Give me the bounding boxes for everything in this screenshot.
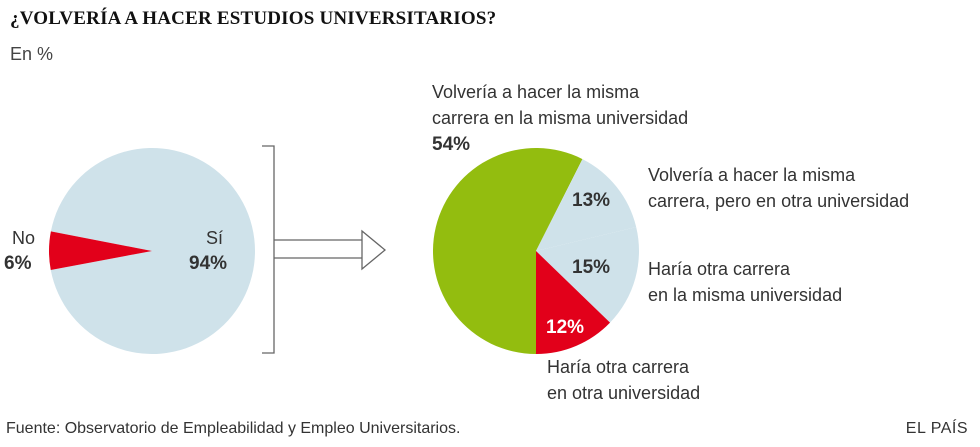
brand-logo: EL PAÍS bbox=[905, 420, 968, 437]
pie-2 bbox=[432, 147, 639, 354]
pie1-no-pct: 6% bbox=[4, 253, 32, 274]
pie2-label-3-line1: Haría otra carrera bbox=[648, 259, 791, 279]
chart-title: ¿VOLVERÍA A HACER ESTUDIOS UNIVERSITARIO… bbox=[10, 8, 497, 29]
pie1-slice-si bbox=[50, 147, 256, 354]
pie2-slice-otra-carrera-otra-uni bbox=[536, 251, 611, 354]
pie2-label-4-line1: Haría otra carrera bbox=[547, 357, 690, 377]
pie2-pct-1: 54% bbox=[432, 134, 470, 155]
pie-1 bbox=[49, 147, 256, 354]
pie2-slice-misma-carrera-otra-uni bbox=[536, 159, 637, 251]
pie2-label-1-line1: Volvería a hacer la misma bbox=[432, 82, 640, 102]
pie2-label-2-line2: carrera, pero en otra universidad bbox=[648, 191, 909, 211]
pie1-si-pct: 94% bbox=[189, 253, 227, 274]
pie1-si-label: Sí bbox=[206, 228, 223, 248]
pie2-label-4-line2: en otra universidad bbox=[547, 383, 700, 403]
pie2-label-3-line2: en la misma universidad bbox=[648, 285, 842, 305]
pie2-pct-2: 13% bbox=[572, 190, 610, 211]
pie1-no-label: No bbox=[12, 228, 35, 248]
pie2-pct-4: 12% bbox=[546, 317, 584, 338]
pie2-pct-3: 15% bbox=[572, 257, 610, 278]
pie2-label-1-line2: carrera en la misma universidad bbox=[432, 108, 688, 128]
pie2-slice-misma-carrera-misma-uni bbox=[432, 147, 583, 354]
source-note: Fuente: Observatorio de Empleabilidad y … bbox=[6, 420, 461, 437]
bracket-connector bbox=[262, 145, 387, 354]
pie1-slice-no bbox=[49, 231, 152, 270]
pie2-slice-otra-carrera-misma-uni bbox=[536, 227, 639, 323]
chart-subtitle: En % bbox=[10, 44, 54, 64]
pie2-label-2-line1: Volvería a hacer la misma bbox=[648, 165, 856, 185]
